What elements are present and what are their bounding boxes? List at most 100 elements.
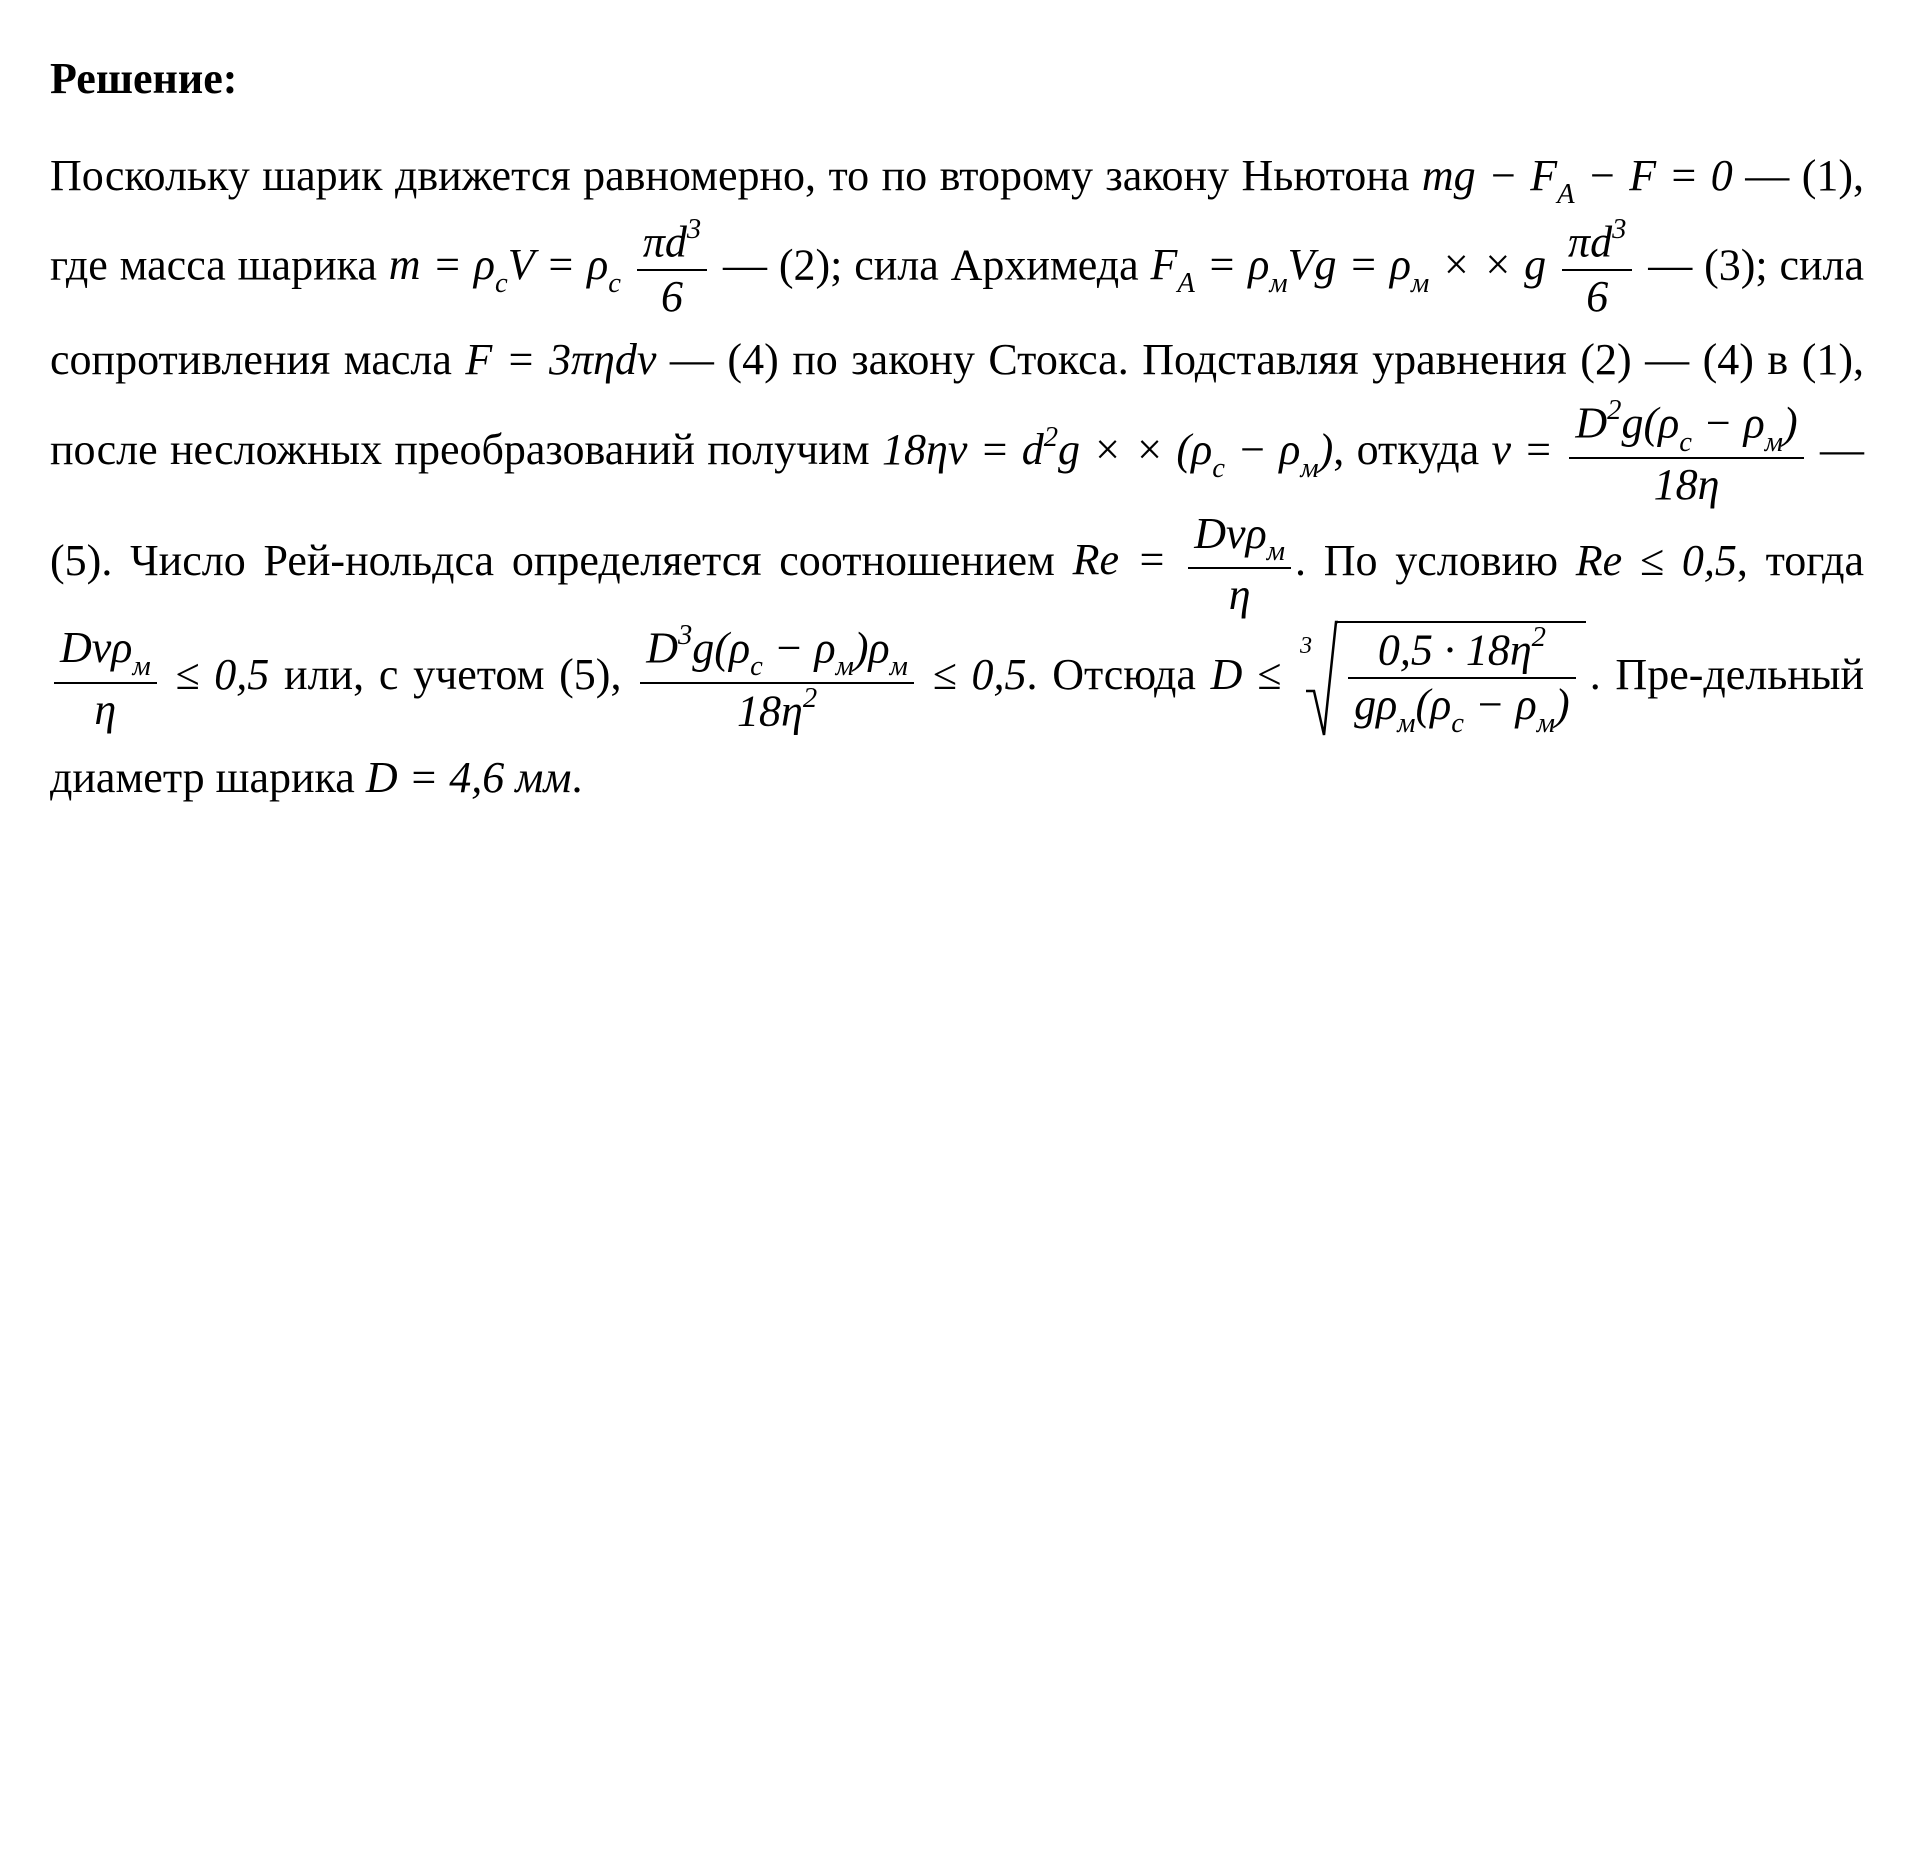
subscript: м: [836, 651, 854, 682]
text: ; сила Архимеда: [830, 240, 1150, 289]
num: πd: [1568, 217, 1612, 266]
expr: ): [1319, 425, 1334, 474]
den: η: [1188, 569, 1291, 619]
expr: × g: [1483, 240, 1547, 289]
derived-eq: 18ηv = d2g ×: [882, 425, 1122, 474]
text: . По: [1295, 535, 1378, 584]
sup: 2: [803, 683, 817, 714]
subscript: с: [1679, 427, 1692, 458]
num: ): [1783, 399, 1798, 448]
v-eq: v = D2g(ρс − ρм) 18η: [1492, 425, 1808, 474]
sup: 3: [687, 214, 701, 245]
expr: ≤ 0,5: [918, 650, 1027, 699]
den: 6: [637, 271, 707, 321]
expr: mg − F: [1422, 151, 1557, 200]
den: gρ: [1354, 680, 1397, 729]
archimedes-eq: FА = ρмVg = ρм ×: [1151, 240, 1471, 289]
sup: 2: [1532, 622, 1546, 653]
num: − ρ: [1692, 399, 1765, 448]
d-result: D = 4,6 мм: [366, 753, 572, 802]
subscript: м: [1411, 268, 1429, 299]
expr: ×: [1429, 240, 1471, 289]
den: η: [54, 684, 157, 734]
fraction: Dvρм η: [1188, 510, 1291, 620]
num: g(ρ: [1621, 399, 1679, 448]
eq-ref: (1): [1802, 151, 1853, 200]
re-ineq: Re ≤ 0,5: [1576, 535, 1737, 584]
fraction: πd3 6: [637, 217, 707, 321]
num: πd: [643, 217, 687, 266]
fraction: Dvρм η: [54, 624, 157, 734]
subscript: м: [1765, 427, 1783, 458]
text: —: [1636, 240, 1704, 289]
den: 18η: [737, 686, 803, 735]
eq-ref: (5): [50, 535, 101, 584]
eq-ref: (4): [727, 335, 778, 384]
text: , тогда: [1737, 535, 1864, 584]
text: , откуда: [1333, 425, 1491, 474]
subscript: м: [1269, 268, 1287, 299]
text: . Отсюда: [1027, 650, 1211, 699]
expr: V = ρ: [508, 240, 609, 289]
expr: D ≤: [1211, 650, 1296, 699]
fraction: 0,5 · 18η2 gρм(ρс − ρм): [1348, 625, 1576, 736]
heading: Решение:: [50, 40, 1864, 117]
text: или, с учетом (5),: [269, 650, 621, 699]
expr: = ρ: [1195, 240, 1270, 289]
num: Dvρ: [1194, 509, 1266, 558]
expr: ≤ 0,5: [161, 650, 270, 699]
subscript: с: [608, 268, 621, 299]
expr: F: [1151, 240, 1178, 289]
den: 18η: [1569, 459, 1803, 509]
num: − ρ: [763, 623, 836, 672]
subscript: с: [1212, 453, 1225, 484]
sup: 2: [1044, 422, 1058, 453]
num: D: [646, 623, 678, 672]
eq-1: mg − FА − F = 0: [1422, 151, 1733, 200]
expr: Vg = ρ: [1288, 240, 1411, 289]
subscript: м: [1397, 708, 1415, 739]
subscript: с: [1451, 708, 1464, 739]
expr: − F = 0: [1575, 151, 1733, 200]
sup: 3: [678, 620, 692, 651]
mass-eq: m = ρсV = ρс πd3 6: [389, 240, 711, 289]
text: —: [1733, 151, 1802, 200]
eq-ref: (3): [1704, 240, 1755, 289]
reynolds-eq: Re = Dvρм η: [1073, 535, 1295, 584]
root-index: 3: [1300, 625, 1312, 667]
expr: Re =: [1073, 535, 1185, 584]
text: —: [711, 240, 779, 289]
den: 6: [1562, 271, 1632, 321]
expr: m = ρ: [389, 240, 495, 289]
text: . Пре-: [1590, 650, 1704, 699]
subscript: м: [1300, 453, 1318, 484]
expr: v =: [1492, 425, 1566, 474]
expr: 18ηv = d: [882, 425, 1044, 474]
ineq-frac: Dvρм η ≤ 0,5: [50, 650, 269, 699]
cont-line: × (ρс − ρм): [1134, 425, 1333, 474]
expr: g ×: [1058, 425, 1122, 474]
expr: × (ρ: [1134, 425, 1212, 474]
stokes-eq: F = 3πηdv: [465, 335, 656, 384]
den: − ρ: [1464, 680, 1537, 729]
text: —: [656, 335, 727, 384]
subscript: с: [750, 651, 763, 682]
solution-body: Поскольку шарик движется равномерно, то …: [50, 137, 1864, 816]
num: D: [1575, 399, 1607, 448]
big-ineq: D3g(ρс − ρм)ρм 18η2 ≤ 0,5: [636, 650, 1026, 699]
fraction: D2g(ρс − ρм) 18η: [1569, 398, 1803, 509]
sup: 3: [1612, 214, 1626, 245]
text: . Число Рей-: [101, 535, 345, 584]
num: 0,5 · 18η: [1378, 626, 1532, 675]
fraction: πd3 6: [1562, 217, 1632, 321]
num: )ρ: [854, 623, 890, 672]
fraction: D3g(ρс − ρм)ρм 18η2: [640, 623, 914, 736]
text: условию: [1395, 535, 1575, 584]
subscript: м: [1267, 536, 1285, 567]
d-ineq: D ≤ 3 0,5 · 18η2 gρм(ρс − ρм): [1211, 650, 1590, 699]
subscript: м: [1537, 708, 1555, 739]
expr: − ρ: [1225, 425, 1300, 474]
text: Поскольку шарик движется равномерно, то …: [50, 151, 1422, 200]
num: Dvρ: [60, 623, 132, 672]
sup: 2: [1607, 395, 1621, 426]
